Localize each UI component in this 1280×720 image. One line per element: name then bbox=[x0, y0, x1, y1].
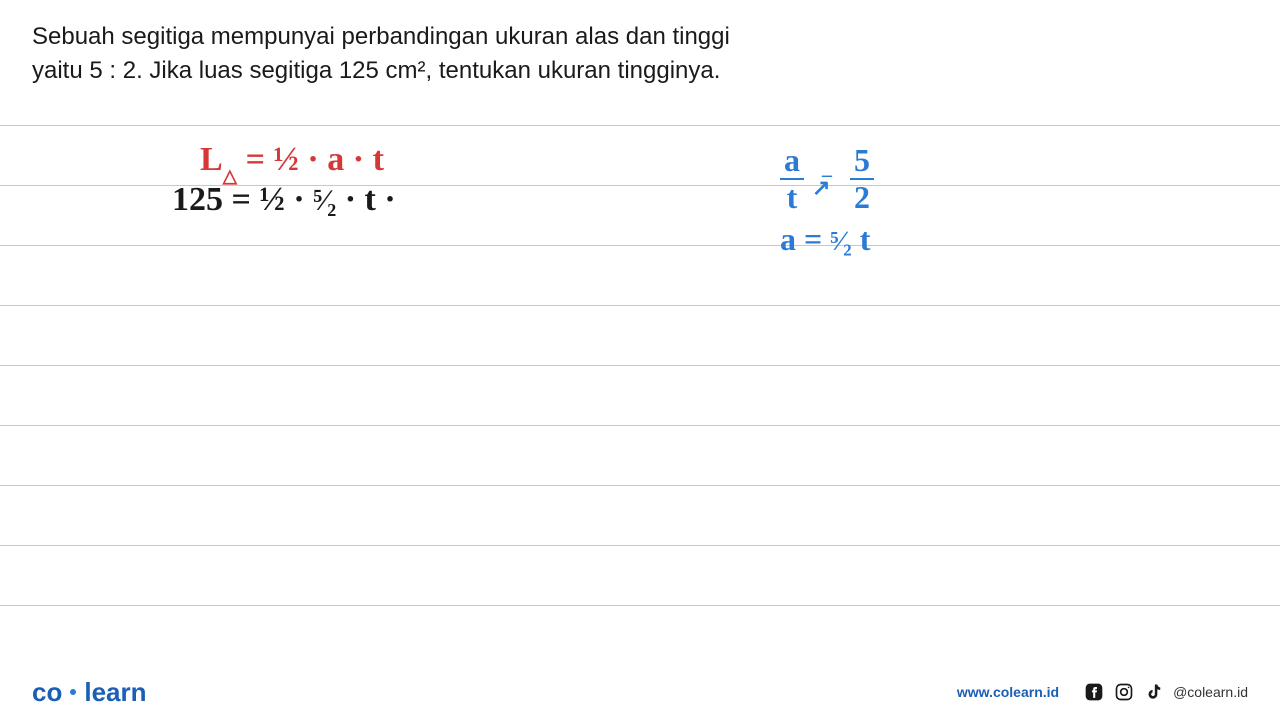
footer: co learn www.colearn.id @colearn.id bbox=[0, 664, 1280, 720]
ruled-line bbox=[0, 305, 1280, 306]
ratio-equals: – ↗ bbox=[812, 167, 842, 183]
ruled-line bbox=[0, 425, 1280, 426]
social-icons: @colearn.id bbox=[1083, 681, 1248, 703]
problem-line-2: yaitu 5 : 2. Jika luas segitiga 125 cm²,… bbox=[32, 57, 720, 84]
ratio-denominator: t bbox=[780, 180, 804, 215]
ratio-rhs-fraction: 5 2 bbox=[850, 143, 874, 215]
instagram-icon bbox=[1113, 681, 1135, 703]
social-handle: @colearn.id bbox=[1173, 684, 1248, 700]
formula-area-triangle: L△ = ½ · a · t bbox=[200, 141, 384, 184]
logo-dot-icon bbox=[70, 689, 76, 695]
ruled-line bbox=[0, 485, 1280, 486]
facebook-icon bbox=[1083, 681, 1105, 703]
ratio-lhs-fraction: a t bbox=[780, 143, 804, 215]
logo-co-text: co bbox=[32, 677, 62, 708]
footer-right: www.colearn.id @colearn.id bbox=[957, 681, 1248, 703]
ruled-line bbox=[0, 365, 1280, 366]
ruled-line bbox=[0, 545, 1280, 546]
formula-substitution: 125 = ½ · ⁵∕₂ · t · bbox=[172, 181, 396, 219]
lined-paper-area: L△ = ½ · a · t 125 = ½ · ⁵∕₂ · t · a t –… bbox=[0, 125, 1280, 660]
ratio-rhs-numerator: 5 bbox=[850, 143, 874, 180]
ratio-numerator: a bbox=[780, 143, 804, 180]
problem-line-1: Sebuah segitiga mempunyai perbandingan u… bbox=[32, 23, 730, 50]
tiktok-icon bbox=[1143, 681, 1165, 703]
ruled-line bbox=[0, 605, 1280, 606]
page: Sebuah segitiga mempunyai perbandingan u… bbox=[0, 0, 1280, 720]
footer-url: www.colearn.id bbox=[957, 684, 1059, 700]
ratio-rhs-denominator: 2 bbox=[850, 180, 874, 215]
ruled-line bbox=[0, 125, 1280, 126]
derived-a-expression: a = ⁵∕₂ t bbox=[780, 221, 870, 258]
ruled-line bbox=[0, 245, 1280, 246]
logo-learn-text: learn bbox=[84, 677, 146, 708]
brand-logo: co learn bbox=[32, 677, 147, 708]
problem-statement: Sebuah segitiga mempunyai perbandingan u… bbox=[32, 20, 1248, 87]
ratio-expression: a t – ↗ 5 2 bbox=[780, 143, 874, 215]
